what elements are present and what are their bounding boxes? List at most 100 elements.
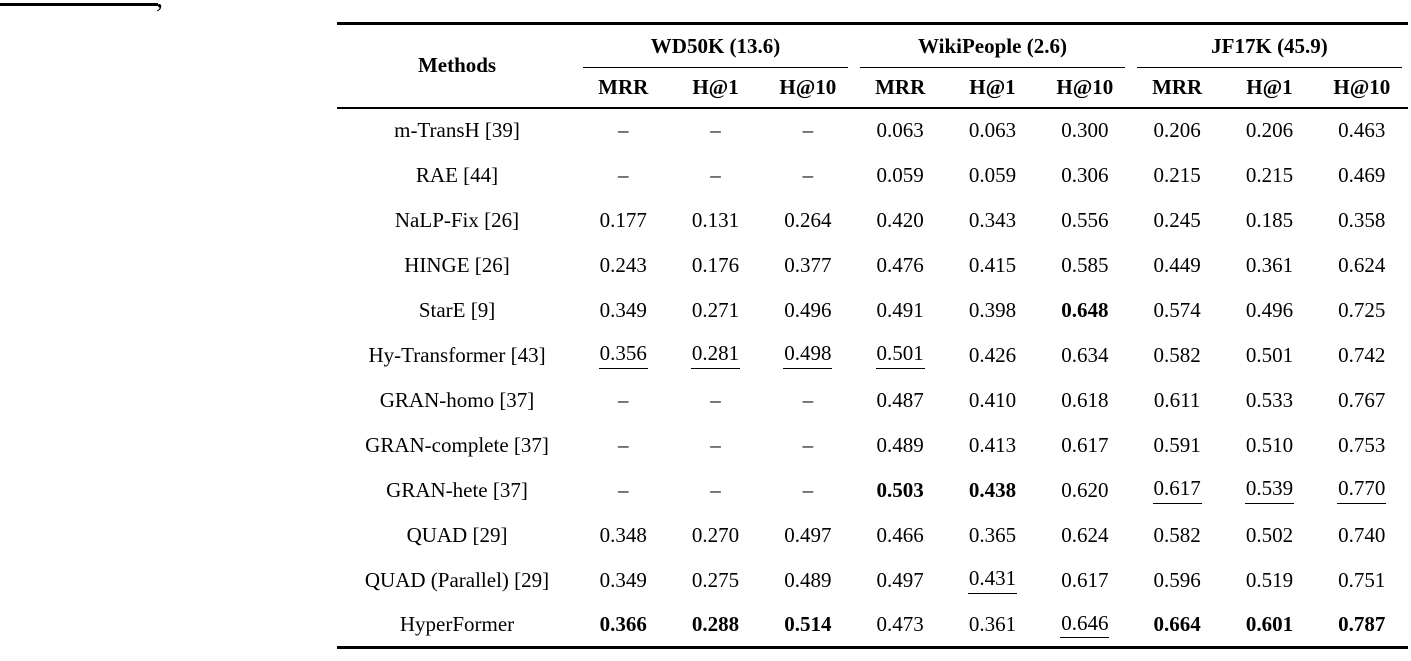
metric-value-text: 0.596 (1153, 567, 1201, 592)
metric-value: 0.059 (946, 153, 1038, 198)
metric-value: 0.413 (946, 423, 1038, 468)
metric-value: 0.582 (1131, 513, 1223, 558)
metric-value: – (669, 423, 761, 468)
metric-value-text: 0.358 (1338, 207, 1386, 232)
metric-value: 0.624 (1039, 513, 1131, 558)
table-row: GRAN-homo [37] – – – 0.487 0.410 0.618 0.611 0.5… (337, 378, 1408, 423)
metric-value-text: 0.574 (1153, 297, 1201, 322)
metric-value-text: – (710, 387, 721, 412)
table-row: GRAN-complete [37] – – – 0.489 0.413 0.617 0.59… (337, 423, 1408, 468)
metric-value: 0.473 (854, 603, 946, 648)
metric-value-text: 0.348 (599, 522, 647, 547)
metric-value-text: 0.466 (876, 522, 924, 547)
metric-value: – (669, 153, 761, 198)
col-header-wikipeople-h10: H@10 (1038, 67, 1131, 109)
metric-value: – (762, 468, 854, 513)
table-row: HINGE [26] 0.243 0.176 0.377 0.476 0.415 0.585… (337, 243, 1408, 288)
metric-value: 0.574 (1131, 288, 1223, 333)
metric-value-text: 0.426 (968, 342, 1017, 367)
metric-value: 0.206 (1223, 108, 1315, 153)
metric-value-text: 0.288 (691, 611, 740, 636)
metric-value: 0.753 (1316, 423, 1408, 468)
table-row: QUAD (Parallel) [29] 0.349 0.275 0.489 0.497… (337, 558, 1408, 603)
table-row: Hy-Transformer [43] 0.356 0.281 0.498 0.501 0… (337, 333, 1408, 378)
metric-value-text: 0.634 (1061, 342, 1109, 367)
metric-value: – (669, 468, 761, 513)
metric-value-text: 0.501 (875, 342, 925, 369)
metric-value-text: 0.582 (1153, 342, 1201, 367)
metric-value: 0.185 (1223, 198, 1315, 243)
metric-value: 0.634 (1039, 333, 1131, 378)
metric-value: 0.519 (1223, 558, 1315, 603)
metric-value: 0.131 (669, 198, 761, 243)
metric-value-text: 0.582 (1153, 522, 1201, 547)
metric-value-text: 0.497 (784, 522, 832, 547)
metric-value: – (762, 108, 854, 153)
metric-value-text: 0.243 (599, 252, 647, 277)
metric-value: 0.787 (1316, 603, 1408, 648)
metric-value: 0.491 (854, 288, 946, 333)
metric-value-text: 0.491 (876, 297, 924, 322)
table-row: NaLP-Fix [26] 0.177 0.131 0.264 0.420 0.343 0.… (337, 198, 1408, 243)
metric-value: 0.366 (577, 603, 669, 648)
table-row: QUAD [29] 0.348 0.270 0.497 0.466 0.365 0.624 0… (337, 513, 1408, 558)
metric-value: 0.270 (669, 513, 761, 558)
metric-value-text: 0.497 (876, 567, 924, 592)
metric-value-text: 0.215 (1153, 162, 1201, 187)
metric-value: 0.431 (946, 558, 1038, 603)
metric-value: 0.497 (854, 558, 946, 603)
metric-value: 0.501 (1223, 333, 1315, 378)
metric-value: 0.620 (1039, 468, 1131, 513)
col-header-jf17k-h10: H@10 (1315, 67, 1408, 109)
metric-value-text: 0.476 (876, 252, 924, 277)
metric-value-text: 0.539 (1244, 477, 1295, 504)
metric-value: – (577, 378, 669, 423)
metric-value-text: 0.063 (968, 118, 1017, 142)
metric-value-text: 0.487 (876, 387, 924, 412)
metric-value-text: 0.514 (784, 611, 832, 636)
metric-value-text: – (802, 387, 814, 412)
metric-value: 0.466 (854, 513, 946, 558)
metric-value-text: 0.601 (1245, 611, 1294, 636)
metric-value: 0.617 (1039, 558, 1131, 603)
metric-value-text: 0.646 (1060, 612, 1110, 638)
group-header-jf17k: JF17K (45.9) (1131, 24, 1408, 68)
metric-value-text: 0.611 (1153, 387, 1201, 412)
metric-value: 0.501 (854, 333, 946, 378)
metric-value: 0.361 (946, 603, 1038, 648)
metric-value-text: 0.420 (876, 207, 924, 232)
metric-value-text: – (710, 432, 721, 457)
metric-value-text: 0.365 (968, 522, 1017, 547)
metric-value-text: 0.648 (1061, 297, 1109, 322)
metric-value: 0.365 (946, 513, 1038, 558)
metric-value: 0.487 (854, 378, 946, 423)
metric-value-text: 0.206 (1153, 118, 1201, 142)
metric-value-text: 0.618 (1061, 387, 1109, 412)
metric-value-text: 0.131 (691, 207, 740, 232)
metric-value-text: 0.410 (968, 387, 1017, 412)
method-name: HyperFormer (399, 611, 515, 636)
metric-value: 0.646 (1039, 603, 1131, 648)
metric-value: 0.751 (1316, 558, 1408, 603)
metric-value-text: – (617, 432, 629, 457)
metric-value-text: 0.185 (1245, 207, 1294, 232)
metric-value: 0.245 (1131, 198, 1223, 243)
metric-value: 0.215 (1131, 153, 1223, 198)
metric-value: 0.415 (946, 243, 1038, 288)
metric-value: – (762, 423, 854, 468)
metric-value-text: 0.617 (1152, 477, 1202, 504)
method-name: GRAN-homo [37] (379, 387, 535, 412)
metric-value: 0.420 (854, 198, 946, 243)
metric-value: 0.349 (577, 558, 669, 603)
col-header-wd50k-h1: H@1 (669, 67, 762, 109)
method-name: Hy-Transformer [43] (368, 342, 546, 367)
metric-value-text: 0.176 (691, 252, 740, 277)
metric-value: 0.489 (762, 558, 854, 603)
metric-value-text: 0.361 (968, 611, 1017, 636)
methods-column-header: Methods (337, 23, 578, 109)
metric-value: – (577, 423, 669, 468)
metric-value: 0.496 (762, 288, 854, 333)
method-name: QUAD [29] (406, 522, 508, 547)
metric-value: 0.497 (762, 513, 854, 558)
